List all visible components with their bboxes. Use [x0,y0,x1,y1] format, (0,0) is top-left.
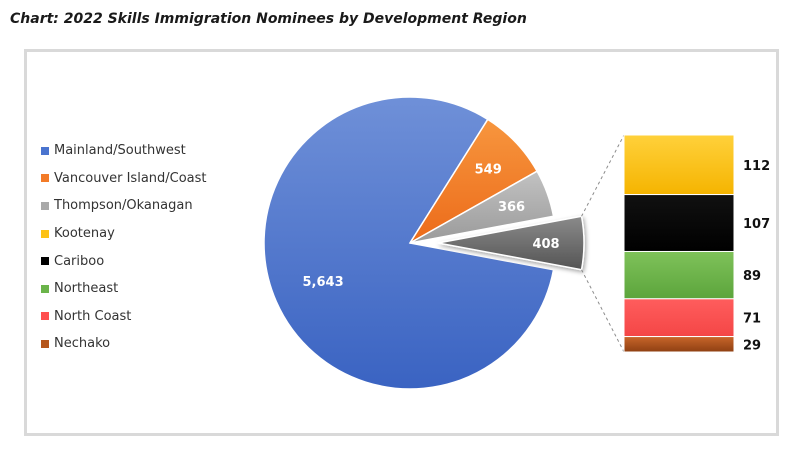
pie-label-vancouver-island-coast: 549 [475,162,502,177]
legend-label: Thompson/Okanagan [54,198,193,214]
pie-label-other: 408 [532,237,559,252]
legend-item-northeast: Northeast [41,275,261,303]
legend-item-north-coast: North Coast [41,303,261,331]
legend-swatch [41,229,49,238]
legend-item-thompson-okanagan: Thompson/Okanagan [41,192,261,220]
legend-label: Kootenay [54,226,115,242]
legend-label: North Coast [54,308,132,324]
bar-segment-cariboo [623,194,735,252]
bar-label-north-coast: 71 [743,312,761,327]
legend-swatch [41,284,49,293]
legend-item-nechako: Nechako [41,330,261,358]
pie-slice-other [437,215,585,271]
legend-swatch [41,146,49,155]
bar-label-northeast: 89 [743,269,761,284]
legend: Mainland/Southwest Vancouver Island/Coast… [41,137,261,358]
bar-segment-kootenay [623,134,735,196]
pie-slice-mainland-southwest [263,96,555,390]
legend-label: Cariboo [54,253,105,269]
pie-label-mainland-southwest: 5,643 [303,275,344,290]
legend-swatch [41,201,49,210]
legend-swatch [41,339,49,348]
legend-swatch [41,312,49,321]
legend-swatch [41,174,49,183]
legend-item-kootenay: Kootenay [41,220,261,248]
legend-swatch [41,257,49,266]
bar-label-kootenay: 112 [743,159,770,174]
legend-item-cariboo: Cariboo [41,247,261,275]
legend-item-mainland-southwest: Mainland/Southwest [41,137,261,165]
bar-segment-northeast [623,250,735,300]
chart-title: Chart: 2022 Skills Immigration Nominees … [10,11,527,27]
legend-label: Mainland/Southwest [54,143,186,159]
legend-label: Vancouver Island/Coast [54,170,207,186]
pie-label-thompson-okanagan: 366 [498,200,525,215]
legend-item-vancouver-island-coast: Vancouver Island/Coast [41,165,261,193]
bar-label-nechako: 29 [743,338,761,353]
bar-label-cariboo: 107 [743,217,770,232]
legend-label: Nechako [54,336,111,352]
bar-segment-nechako [623,336,735,353]
connector-line-top [581,134,625,217]
legend-label: Northeast [54,281,119,297]
connector-line-bottom [581,269,625,353]
pie-slice-thompson-okanagan [409,170,555,244]
bar-segment-north-coast [623,298,735,338]
